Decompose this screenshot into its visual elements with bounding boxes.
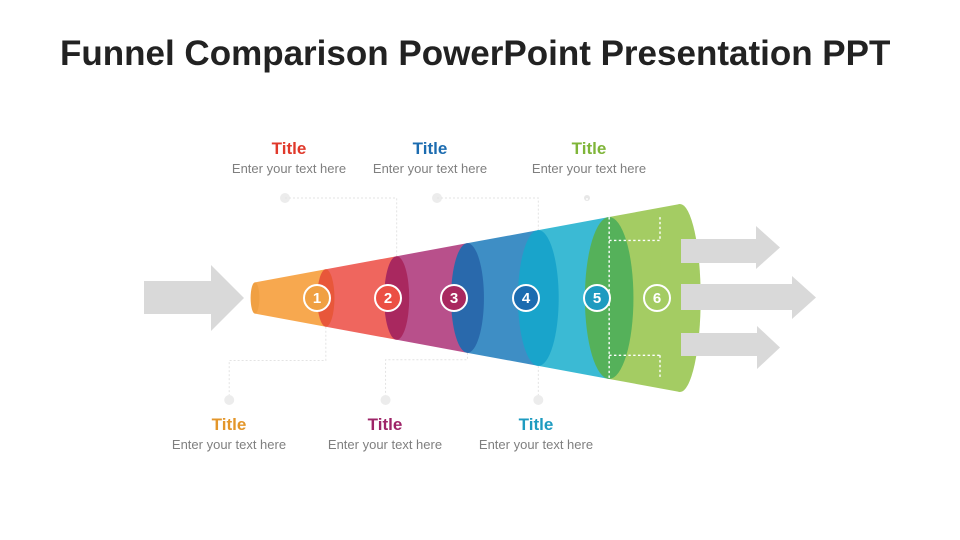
svg-text:4: 4	[522, 290, 531, 307]
svg-text:5: 5	[593, 290, 601, 307]
svg-text:6: 6	[653, 290, 661, 307]
svg-text:1: 1	[313, 290, 321, 307]
svg-text:3: 3	[450, 290, 458, 307]
svg-text:2: 2	[384, 290, 392, 307]
